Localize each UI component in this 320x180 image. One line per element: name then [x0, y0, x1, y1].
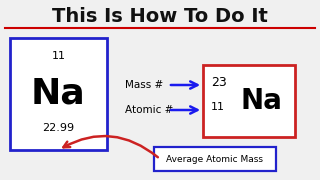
- FancyArrowPatch shape: [63, 136, 158, 157]
- Text: This Is How To Do It: This Is How To Do It: [52, 8, 268, 26]
- Text: 23: 23: [211, 76, 227, 89]
- Text: Mass #: Mass #: [125, 80, 163, 90]
- Text: 22.99: 22.99: [43, 123, 75, 133]
- FancyBboxPatch shape: [154, 147, 276, 171]
- Text: Average Atomic Mass: Average Atomic Mass: [166, 154, 263, 163]
- FancyBboxPatch shape: [203, 65, 295, 137]
- FancyBboxPatch shape: [10, 38, 107, 150]
- Text: 11: 11: [52, 51, 66, 61]
- Text: Atomic #: Atomic #: [125, 105, 173, 115]
- Text: Na: Na: [240, 87, 282, 115]
- Text: Na: Na: [31, 76, 86, 110]
- Text: 11: 11: [211, 102, 225, 112]
